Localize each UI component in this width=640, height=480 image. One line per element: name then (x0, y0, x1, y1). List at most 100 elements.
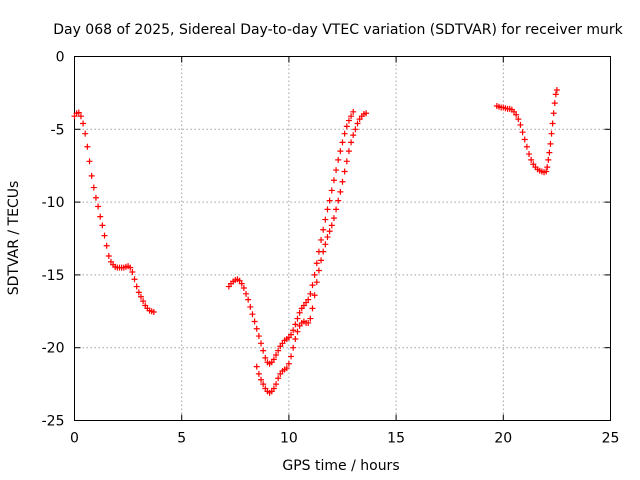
plot-frame (74, 56, 611, 421)
data-point (517, 121, 524, 128)
data-point (324, 234, 331, 241)
data-point (84, 143, 91, 150)
data-point (255, 333, 262, 340)
data-point (341, 130, 348, 137)
data-point (311, 292, 318, 299)
data-point (255, 370, 262, 377)
data-point (285, 360, 292, 367)
data-point (545, 156, 552, 163)
x-tick-label: 5 (177, 431, 186, 447)
data-point (305, 319, 312, 326)
data-point (526, 151, 533, 158)
data-point (273, 351, 280, 358)
data-point (262, 354, 269, 361)
chart-title: Day 068 of 2025, Sidereal Day-to-day VTE… (53, 22, 623, 38)
data-point (288, 353, 295, 360)
data-point (337, 188, 344, 195)
data-point (339, 178, 346, 185)
data-point (294, 328, 301, 335)
data-point (330, 215, 337, 222)
data-point (253, 363, 260, 370)
data-point (528, 156, 535, 163)
data-point (137, 293, 144, 300)
data-point (350, 132, 357, 139)
data-point (288, 331, 295, 338)
data-point (105, 252, 112, 259)
data-point (313, 279, 320, 286)
data-point (238, 280, 245, 287)
x-tick-label: 0 (70, 431, 79, 447)
data-point (86, 158, 93, 165)
data-point (95, 203, 102, 210)
data-point (82, 130, 89, 137)
data-point (343, 123, 350, 130)
data-point (273, 381, 280, 388)
data-point (550, 110, 557, 117)
data-point (260, 381, 267, 388)
data-point (245, 296, 252, 303)
data-point (253, 325, 260, 332)
data-point (251, 318, 258, 325)
data-point (311, 271, 318, 278)
data-point (348, 139, 355, 146)
y-tick-label: -20 (42, 341, 65, 357)
data-point (296, 309, 303, 316)
data-point (322, 216, 329, 223)
data-point (249, 311, 256, 318)
data-point (292, 321, 299, 328)
data-markers (71, 86, 560, 396)
y-tick-label: -25 (42, 414, 65, 430)
data-point (544, 164, 551, 171)
axis-ticks (74, 56, 611, 421)
y-axis-label: SDTVAR / TECUs (6, 181, 22, 296)
data-point (337, 148, 344, 155)
data-point (335, 197, 342, 204)
data-point (324, 206, 331, 213)
data-point (551, 100, 558, 107)
grid-lines (74, 56, 611, 421)
data-point (345, 117, 352, 124)
data-point (275, 375, 282, 382)
data-point (552, 91, 559, 98)
data-point (326, 228, 333, 235)
data-point (341, 168, 348, 175)
data-point (515, 116, 522, 123)
data-point (290, 344, 297, 351)
y-tick-label: -10 (42, 195, 65, 211)
data-point (352, 126, 359, 133)
data-point (523, 143, 530, 150)
data-point (546, 149, 553, 156)
data-point (309, 282, 316, 289)
data-point (320, 226, 327, 233)
data-point (292, 335, 299, 342)
data-point (258, 376, 265, 383)
data-point (80, 120, 87, 127)
data-point (330, 177, 337, 184)
data-point (97, 213, 104, 220)
data-point (305, 296, 312, 303)
data-point (258, 340, 265, 347)
data-point (333, 206, 340, 213)
data-point (75, 109, 82, 116)
data-point (283, 365, 290, 372)
y-tick-label: -5 (51, 122, 65, 138)
data-point (343, 158, 350, 165)
data-point (243, 290, 250, 297)
data-point (307, 290, 314, 297)
data-point (92, 194, 99, 201)
x-tick-label: 20 (494, 431, 512, 447)
data-point (315, 267, 322, 274)
data-point (318, 236, 325, 243)
data-point (294, 315, 301, 322)
data-point (247, 303, 254, 310)
y-tick-label: 0 (56, 50, 65, 66)
data-point (240, 285, 247, 292)
data-point (333, 167, 340, 174)
data-point (363, 110, 370, 117)
data-point (345, 148, 352, 155)
data-point (547, 140, 554, 147)
data-point (131, 276, 138, 283)
data-point (326, 197, 333, 204)
y-tick-labels: 0 -5 -10 -15 -20 -25 (42, 50, 65, 430)
data-point (521, 136, 528, 143)
